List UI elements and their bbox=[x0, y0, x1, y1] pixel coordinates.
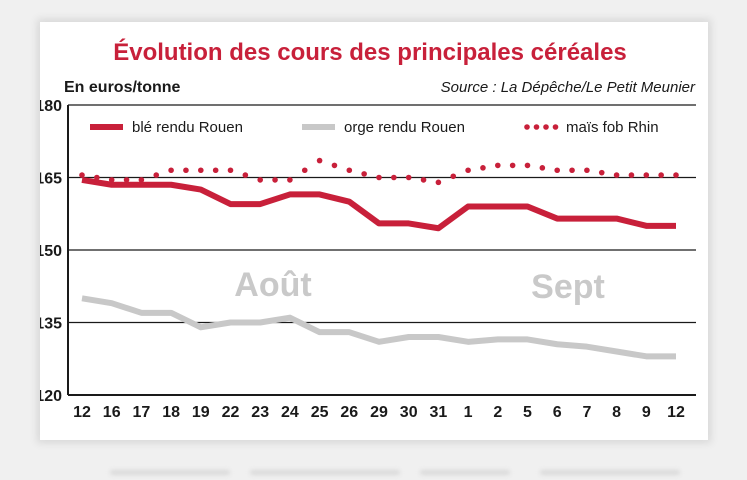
data-point bbox=[257, 177, 263, 183]
series-dot bbox=[242, 172, 249, 178]
x-tick-label: 8 bbox=[612, 404, 621, 421]
legend-swatch bbox=[543, 124, 549, 130]
legend-label: maïs fob Rhin bbox=[566, 119, 659, 136]
data-point bbox=[198, 167, 204, 174]
data-point bbox=[108, 177, 115, 183]
series-dot bbox=[509, 162, 516, 169]
y-tick-label: 165 bbox=[40, 171, 62, 188]
x-tick-label: 7 bbox=[582, 404, 591, 421]
series-dot bbox=[450, 173, 457, 180]
legend-swatch bbox=[533, 124, 540, 130]
source-note: Source : La Dépêche/Le Petit Meunier bbox=[441, 79, 696, 96]
x-tick-label: 26 bbox=[340, 404, 358, 421]
chart: Évolution des cours des principales céré… bbox=[40, 38, 696, 421]
series-dot bbox=[658, 172, 664, 178]
x-tick-label: 31 bbox=[430, 404, 448, 421]
legend: blé rendu Rouen orge rendu Rouen maïs fob … bbox=[90, 119, 659, 136]
series-dot bbox=[153, 172, 160, 178]
x-tick-label: 30 bbox=[400, 404, 418, 421]
cropped-caption-text bbox=[0, 462, 747, 480]
data-point bbox=[316, 157, 323, 164]
x-tick-label: 12 bbox=[73, 404, 91, 421]
x-tick-label: 9 bbox=[642, 404, 651, 421]
x-tick-label: 6 bbox=[553, 404, 562, 421]
y-tick-label: 120 bbox=[40, 388, 62, 405]
x-tick-label: 2 bbox=[493, 404, 502, 421]
series-dot bbox=[539, 165, 546, 171]
data-point bbox=[168, 167, 174, 174]
data-point bbox=[227, 167, 234, 174]
x-tick-label: 17 bbox=[133, 404, 151, 421]
series-dot bbox=[628, 172, 635, 178]
series-line bbox=[81, 295, 676, 360]
legend-label: blé rendu Rouen bbox=[132, 119, 243, 136]
x-tick-label: 25 bbox=[311, 404, 329, 421]
x-tick-label: 22 bbox=[222, 404, 240, 421]
series-dot bbox=[420, 177, 427, 183]
grid bbox=[67, 104, 696, 396]
data-point bbox=[405, 174, 412, 181]
data-point bbox=[673, 172, 679, 178]
month-labels: Août Sept bbox=[234, 266, 605, 306]
data-point bbox=[138, 177, 145, 183]
x-tick-label: 19 bbox=[192, 404, 210, 421]
data-point bbox=[465, 167, 471, 174]
data-point bbox=[346, 167, 353, 174]
x-tick-label: 29 bbox=[370, 404, 388, 421]
month-label: Août bbox=[234, 266, 311, 304]
data-point bbox=[554, 167, 560, 174]
chart-card: Évolution des cours des principales céré… bbox=[40, 22, 708, 440]
data-point bbox=[495, 162, 501, 169]
legend-swatch bbox=[552, 124, 559, 130]
series-dot bbox=[212, 167, 219, 174]
series-dot bbox=[598, 169, 605, 176]
y-tick-label: 180 bbox=[40, 98, 62, 115]
chart-title: Évolution des cours des principales céré… bbox=[113, 38, 627, 66]
x-tick-label: 23 bbox=[251, 404, 269, 421]
month-label: Sept bbox=[531, 268, 605, 306]
data-point bbox=[376, 174, 382, 181]
series-dot bbox=[94, 174, 100, 181]
y-axis-unit-label: En euros/tonne bbox=[64, 79, 181, 96]
data-point bbox=[643, 172, 650, 178]
x-tick-label: 5 bbox=[523, 404, 532, 421]
data-point bbox=[79, 172, 85, 178]
series-dot bbox=[391, 174, 397, 181]
legend-swatch bbox=[524, 124, 530, 130]
series-dot bbox=[569, 167, 575, 174]
x-tick-label: 1 bbox=[464, 404, 473, 421]
x-tick-label: 24 bbox=[281, 404, 299, 421]
y-tick-label: 135 bbox=[40, 316, 62, 333]
series-dot bbox=[183, 167, 189, 174]
data-point bbox=[435, 179, 442, 186]
y-axis-ticks: 180 165 150 135 120 bbox=[40, 98, 62, 405]
data-point bbox=[524, 162, 531, 169]
series-dot bbox=[361, 171, 367, 177]
data-point bbox=[613, 172, 620, 178]
data-point bbox=[584, 167, 590, 174]
series-dot bbox=[272, 177, 278, 183]
data-point bbox=[287, 177, 293, 183]
series-dot bbox=[331, 162, 338, 169]
series-dot bbox=[480, 165, 486, 171]
x-axis-ticks: 12 16 17 18 19 22 23 24 25 26 29 30 31 1 2 5 6 7 8 9 12 bbox=[73, 404, 685, 421]
series-dot bbox=[123, 177, 130, 183]
x-tick-label: 18 bbox=[162, 404, 180, 421]
x-tick-label: 12 bbox=[667, 404, 685, 421]
series-dot bbox=[301, 167, 308, 174]
legend-label: orge rendu Rouen bbox=[344, 119, 465, 136]
series-line bbox=[81, 176, 676, 232]
x-tick-label: 16 bbox=[103, 404, 121, 421]
y-tick-label: 150 bbox=[40, 243, 62, 260]
series-lines bbox=[79, 157, 679, 360]
